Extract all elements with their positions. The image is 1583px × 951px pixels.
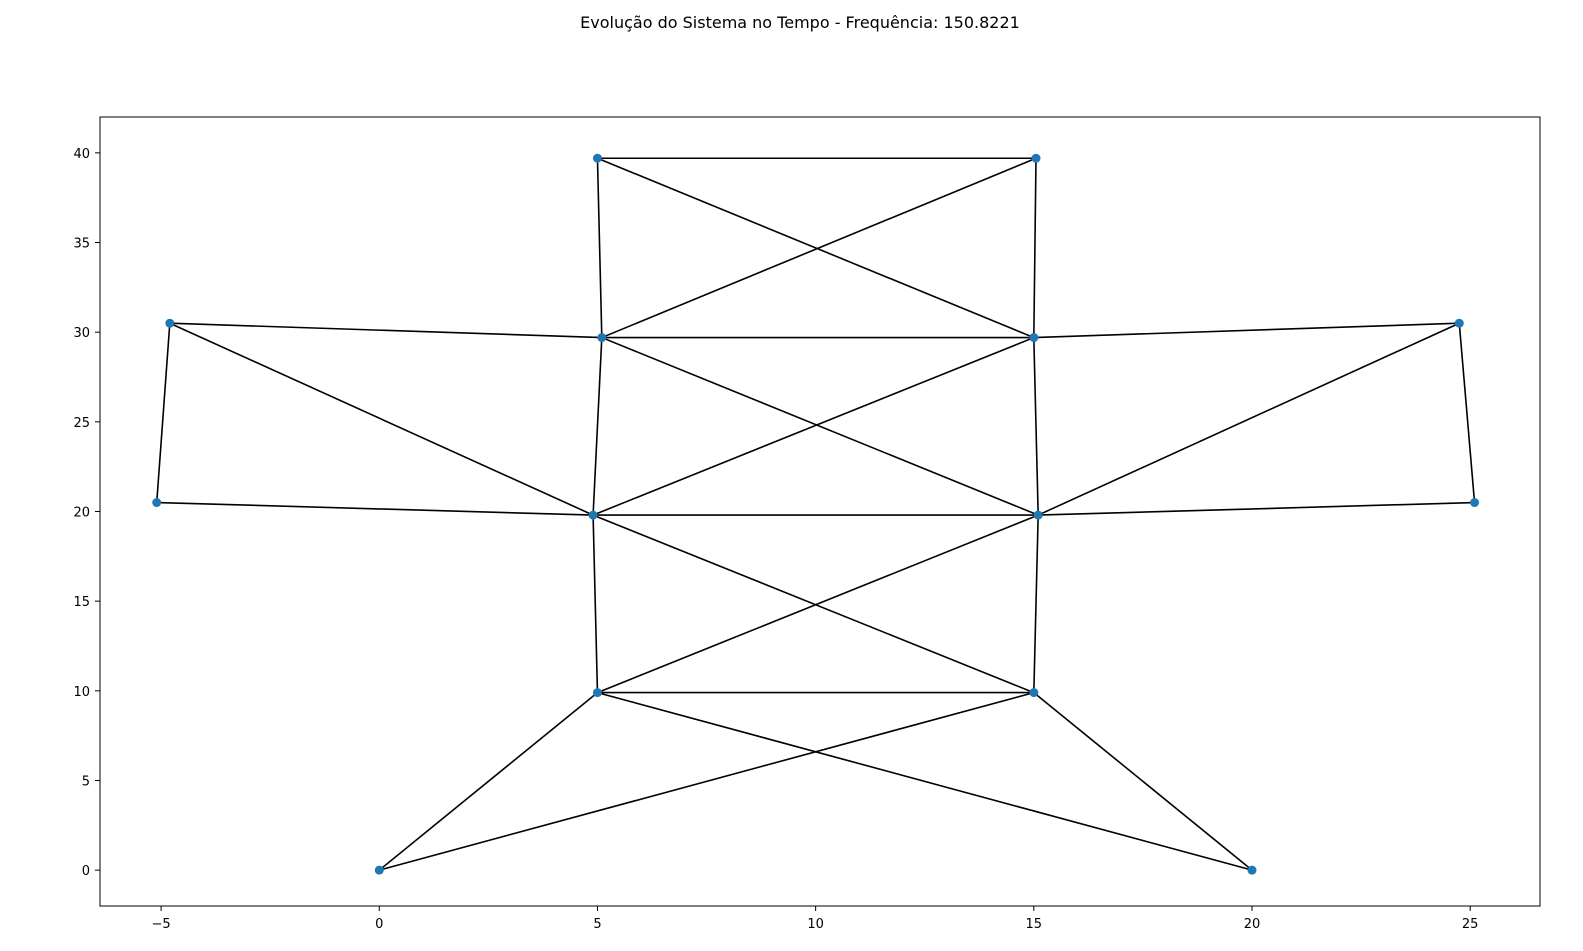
edge-5-6 <box>601 336 1039 516</box>
y-tick-label: 10 <box>73 685 90 700</box>
node-point-10 <box>152 498 162 508</box>
x-tick-label: 5 <box>593 917 601 932</box>
node-point-11 <box>165 318 175 328</box>
y-tick-label: 5 <box>82 774 90 789</box>
edge-1-3 <box>1033 691 1253 871</box>
edge-13-7 <box>1033 322 1460 339</box>
node-point-0 <box>374 865 384 875</box>
node-point-9 <box>1031 153 1041 163</box>
edge-6-8 <box>596 158 603 338</box>
edge-11-6 <box>169 322 602 339</box>
y-tick-label: 20 <box>73 506 90 521</box>
edge-7-8 <box>597 157 1035 339</box>
edge-10-4 <box>156 501 594 516</box>
x-tick-label: 25 <box>1462 917 1479 932</box>
edge-5-7 <box>1033 337 1039 516</box>
node-point-7 <box>1029 333 1039 343</box>
edge-3-5 <box>1033 515 1039 693</box>
node-point-3 <box>1029 688 1039 698</box>
edge-12-5 <box>1038 501 1475 516</box>
node-point-1 <box>1247 865 1257 875</box>
edge-0-2 <box>378 691 598 871</box>
y-axis-ticks: 0 5 10 15 20 25 30 35 40 <box>73 147 100 879</box>
axes-frame <box>99 116 1541 907</box>
node-point-6 <box>597 333 607 343</box>
x-axis-ticks: −5 0 5 10 15 20 25 <box>152 906 1479 932</box>
x-tick-label: 15 <box>1026 917 1043 932</box>
edge-7-9 <box>1033 158 1037 338</box>
edge-4-6 <box>592 337 603 516</box>
y-tick-label: 30 <box>73 326 90 341</box>
x-tick-label: 10 <box>807 917 824 932</box>
y-tick-label: 25 <box>73 416 90 431</box>
edge-4-7 <box>592 336 1035 516</box>
x-tick-label: −5 <box>152 917 171 932</box>
node-point-5 <box>1033 510 1043 520</box>
edge-11-4 <box>169 322 594 516</box>
node-point-4 <box>588 510 598 520</box>
edge-13-5 <box>1037 322 1460 516</box>
node-point-2 <box>592 688 602 698</box>
node-point-8 <box>592 153 602 163</box>
edge-1-2 <box>597 691 1253 871</box>
node-point-13 <box>1454 318 1464 328</box>
edge-10-11 <box>155 323 171 503</box>
edge-6-9 <box>601 157 1037 339</box>
edge-2-5 <box>597 514 1039 694</box>
chart-title: Evolução do Sistema no Tempo - Frequênci… <box>580 13 1020 32</box>
nodes-layer <box>152 153 1480 875</box>
edges-layer <box>155 157 1476 871</box>
x-tick-label: 20 <box>1244 917 1261 932</box>
edge-0-3 <box>379 691 1035 871</box>
edge-12-13 <box>1458 323 1476 503</box>
node-point-12 <box>1470 498 1480 508</box>
edge-2-4 <box>592 515 599 693</box>
y-tick-label: 0 <box>82 864 90 879</box>
y-tick-label: 15 <box>73 595 90 610</box>
y-tick-label: 40 <box>73 147 90 162</box>
y-tick-label: 35 <box>73 237 90 252</box>
x-tick-label: 0 <box>375 917 383 932</box>
edge-3-4 <box>592 514 1035 694</box>
